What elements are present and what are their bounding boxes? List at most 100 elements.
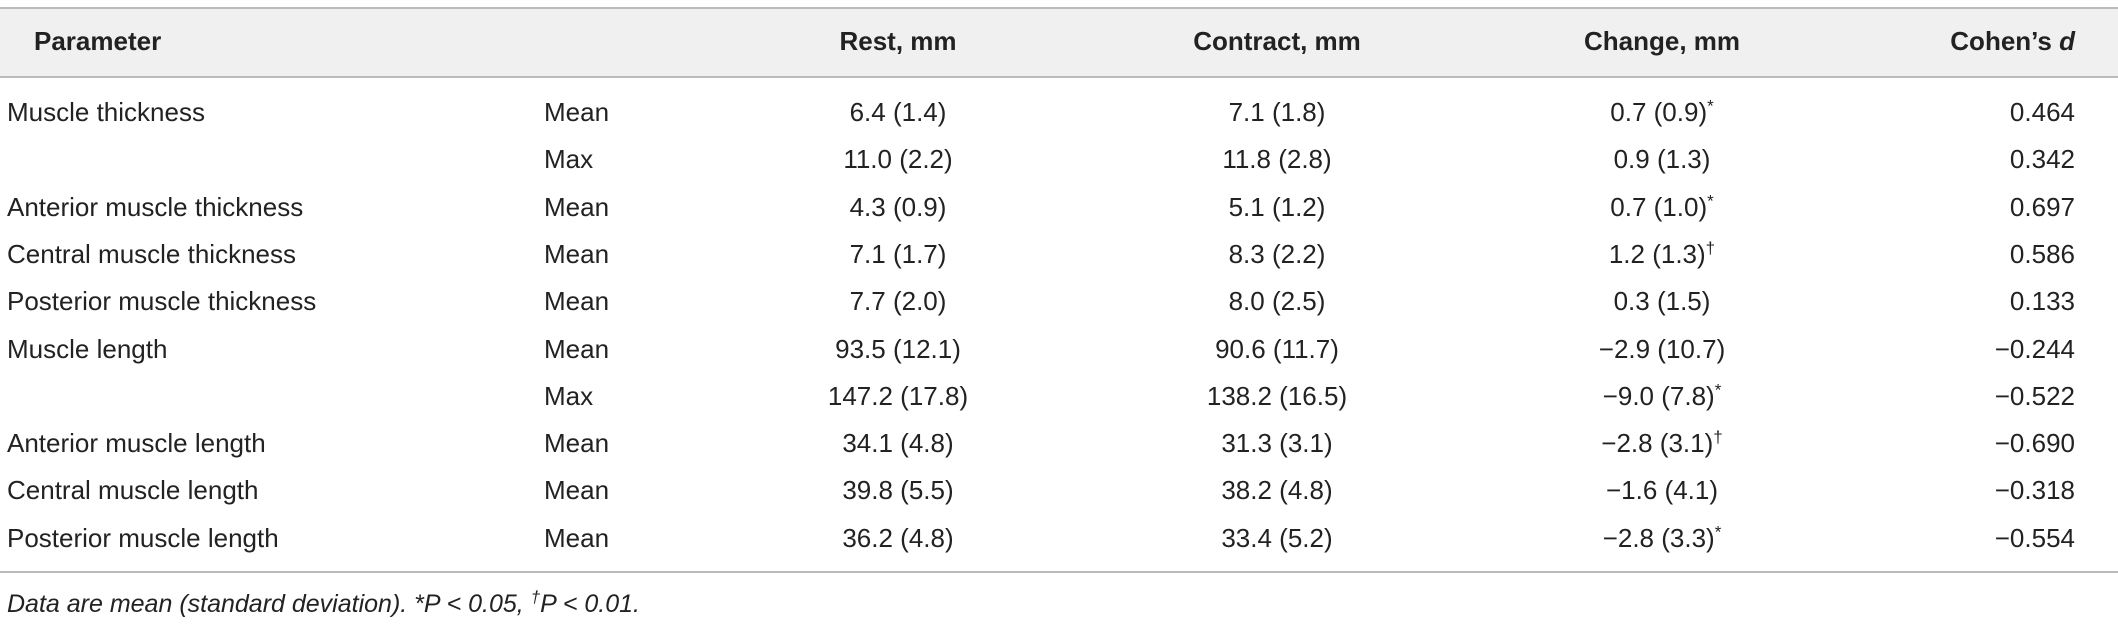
table-cell: 0.697 — [2010, 192, 2075, 222]
cell-text: 4.3 (0.9) — [849, 191, 947, 222]
cell-text: Parameter — [34, 26, 162, 56]
table-cell: Max — [544, 144, 593, 174]
footnote-part: † — [530, 587, 541, 607]
cell-text: Central muscle thickness — [7, 238, 296, 269]
cell-text: 5.1 (1.2) — [1228, 191, 1326, 222]
cell-text: −0.690 — [1994, 428, 2075, 459]
cell-text: Mean — [544, 191, 610, 222]
cell-marker: * — [1707, 96, 1714, 116]
cell-text: −2.9 (10.7) — [1598, 333, 1726, 364]
header-background — [0, 7, 2118, 78]
cell-text: Central muscle length — [7, 475, 259, 506]
table-cell: Anterior muscle thickness — [7, 192, 303, 222]
cell-text: Posterior muscle thickness — [7, 286, 317, 317]
cell-text: −0.318 — [1994, 475, 2075, 506]
table-cell: −0.554 — [1995, 523, 2075, 553]
table-cell: −2.8 (3.1)† — [1601, 428, 1722, 458]
footnote-part: Data are mean (standard deviation). *P <… — [7, 590, 531, 618]
bottom-rule — [0, 571, 2118, 573]
cell-text: Cohen’s — [1950, 26, 2060, 56]
cell-marker: † — [1705, 238, 1716, 258]
table-cell: 34.1 (4.8) — [842, 428, 953, 458]
cell-text: −2.8 (3.1) — [1601, 428, 1714, 459]
table-cell: 90.6 (11.7) — [1215, 334, 1339, 364]
table-cell: Mean — [544, 475, 609, 505]
footnote-part: P < 0.01. — [540, 590, 640, 618]
cell-marker: * — [1714, 522, 1722, 542]
table-cell: −0.244 — [1995, 334, 2075, 364]
cell-text: Mean — [544, 238, 610, 269]
table-cell: 4.3 (0.9) — [850, 192, 947, 222]
cell-text: 33.4 (5.2) — [1221, 522, 1333, 553]
table-cell: 5.1 (1.2) — [1229, 192, 1326, 222]
cell-text: 0.7 (1.0) — [1610, 191, 1708, 222]
table-cell: Mean — [544, 523, 609, 553]
cell-text: 90.6 (11.7) — [1215, 333, 1339, 364]
table-cell: −0.318 — [1995, 475, 2075, 505]
table-cell: 36.2 (4.8) — [842, 523, 953, 553]
table-cell: Central muscle thickness — [7, 239, 296, 269]
table-cell: −1.6 (4.1) — [1606, 475, 1718, 505]
cell-text: 0.3 (1.5) — [1613, 286, 1711, 317]
cell-text: 7.1 (1.8) — [1228, 97, 1326, 127]
table-cell: 1.2 (1.3)† — [1609, 239, 1715, 269]
table-cell: Max — [544, 381, 593, 411]
table-cell: Posterior muscle length — [7, 523, 279, 553]
cell-text: 38.2 (4.8) — [1221, 475, 1333, 506]
cell-text: 8.3 (2.2) — [1228, 238, 1326, 269]
table-cell: Anterior muscle length — [7, 428, 266, 458]
table-cell: 11.0 (2.2) — [843, 144, 952, 174]
cell-text: 7.1 (1.7) — [849, 238, 947, 269]
cell-text: −0.522 — [1994, 380, 2075, 411]
header-cell: Parameter — [34, 26, 161, 56]
cell-text: 36.2 (4.8) — [842, 522, 954, 553]
cell-text: 7.7 (2.0) — [849, 286, 947, 317]
cell-text: −0.244 — [1994, 333, 2075, 364]
table-cell: Mean — [544, 286, 609, 316]
table-cell: 0.133 — [2010, 286, 2075, 316]
table-cell: 7.1 (1.8) — [1229, 97, 1326, 127]
cell-text: 0.586 — [2009, 238, 2075, 269]
cell-text: Anterior muscle thickness — [7, 191, 304, 222]
table-cell: 8.3 (2.2) — [1229, 239, 1326, 269]
cell-text: Mean — [544, 97, 610, 127]
footnote: Data are mean (standard deviation). *P <… — [7, 587, 640, 619]
table-cell: 38.2 (4.8) — [1221, 475, 1332, 505]
header-cell: Change, mm — [1584, 26, 1740, 56]
table-cell: 0.3 (1.5) — [1614, 286, 1711, 316]
cell-text: 93.5 (12.1) — [835, 333, 961, 364]
table-cell: 138.2 (16.5) — [1207, 381, 1347, 411]
table-cell: 31.3 (3.1) — [1221, 428, 1332, 458]
header-cell: Cohen’s d — [1950, 26, 2075, 56]
table-cell: 0.342 — [2010, 144, 2075, 174]
cell-text: Muscle thickness — [7, 97, 205, 127]
table-cell: 11.8 (2.8) — [1222, 144, 1331, 174]
cell-text: Rest, mm — [839, 26, 957, 56]
table-cell: −0.690 — [1995, 428, 2075, 458]
cell-text: −0.554 — [1994, 522, 2075, 553]
table-cell: 0.9 (1.3) — [1614, 144, 1711, 174]
table-cell: 0.586 — [2010, 239, 2075, 269]
cell-text: 0.697 — [2009, 191, 2075, 222]
table-cell: 93.5 (12.1) — [835, 334, 961, 364]
table-cell: Mean — [544, 334, 609, 364]
cell-text: 31.3 (3.1) — [1221, 428, 1333, 459]
table-cell: 7.7 (2.0) — [850, 286, 947, 316]
cell-text: Mean — [544, 522, 610, 553]
table-cell: 7.1 (1.7) — [850, 239, 947, 269]
cell-marker: * — [1714, 380, 1722, 400]
cell-text: 11.8 (2.8) — [1222, 144, 1332, 175]
cell-text: 0.9 (1.3) — [1613, 144, 1711, 175]
table-cell: 33.4 (5.2) — [1221, 523, 1332, 553]
cell-text: Max — [544, 380, 594, 411]
cell-text: Mean — [544, 428, 610, 459]
header-cell: Contract, mm — [1193, 26, 1361, 56]
table-cell: −2.8 (3.3)* — [1603, 523, 1722, 553]
cell-text: 147.2 (17.8) — [827, 380, 969, 411]
table-cell: −2.9 (10.7) — [1599, 334, 1725, 364]
table-cell: Muscle thickness — [7, 97, 205, 127]
cell-text: 0.7 (0.9) — [1610, 97, 1708, 127]
cell-text: 11.0 (2.2) — [843, 144, 953, 175]
cell-text: 138.2 (16.5) — [1206, 380, 1348, 411]
